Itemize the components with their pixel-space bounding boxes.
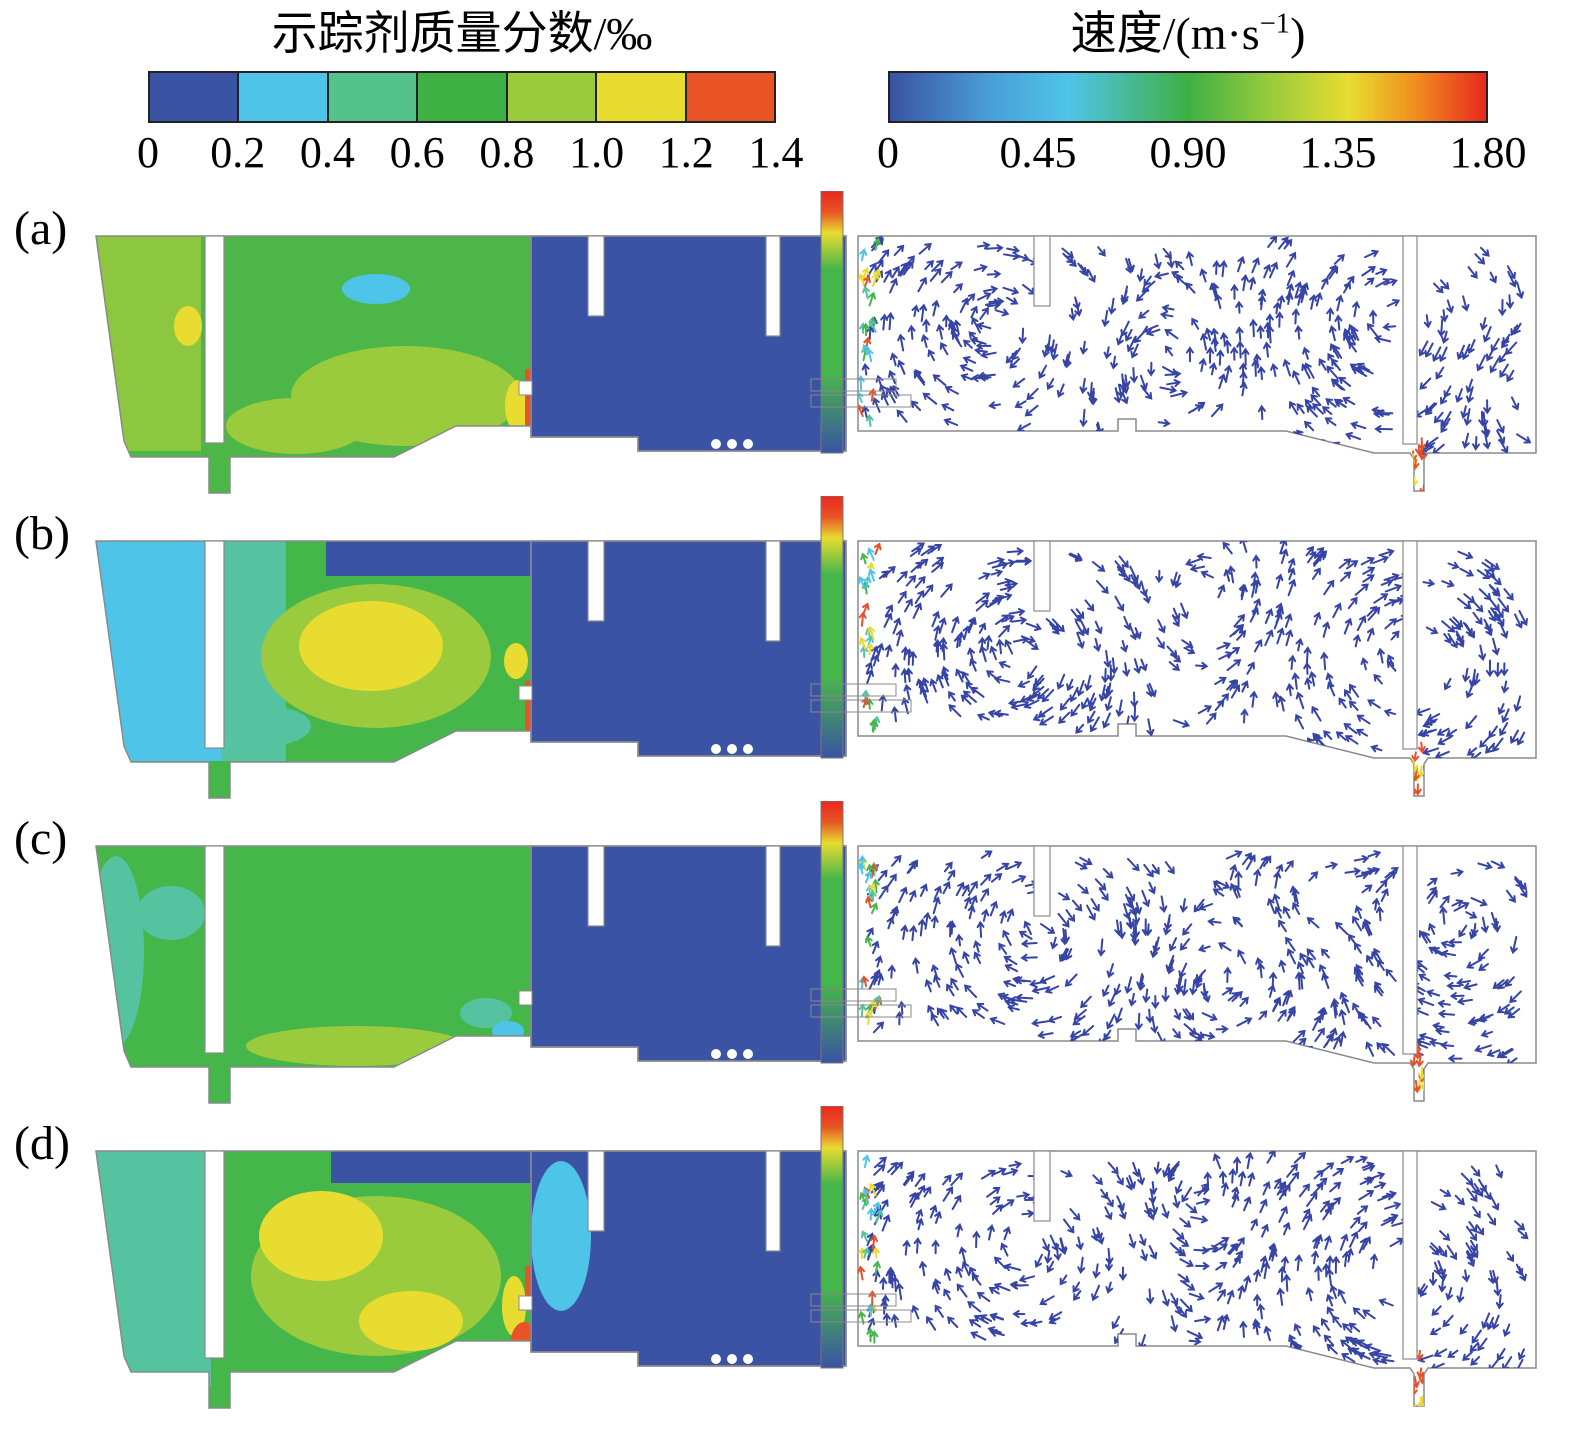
tick-label: 0.45 bbox=[999, 127, 1077, 177]
tracer-colorbar-segment bbox=[507, 72, 598, 121]
tracer-colorbar-segment bbox=[597, 72, 687, 121]
panel-c: (c) bbox=[0, 800, 1575, 1106]
tick-label: 1.4 bbox=[748, 127, 804, 177]
tracer-colorbar-segment bbox=[328, 72, 419, 121]
panel-label: (b) bbox=[14, 506, 70, 560]
velocity-title-suffix: ) bbox=[1290, 8, 1306, 59]
panel-c-plot bbox=[95, 800, 1537, 1104]
velocity-title-exponent: −1 bbox=[1259, 8, 1291, 40]
panel-a-plot bbox=[95, 190, 1537, 494]
tracer-colorbar-title: 示踪剂质量分数/‰ bbox=[271, 8, 653, 59]
tracer-colorbar-segment bbox=[150, 72, 240, 121]
velocity-colorbar-title: 速度/(m·s−1) bbox=[888, 8, 1488, 61]
tracer-colorbar-segment bbox=[418, 72, 508, 121]
velocity-title-prefix: 速度/(m·s bbox=[1070, 8, 1260, 59]
velocity-colorbar bbox=[888, 70, 1488, 123]
panel-d: (d) bbox=[0, 1105, 1575, 1411]
tick-label: 0.6 bbox=[389, 127, 445, 177]
tracer-colorbar-ticks: 0 0.2 0.4 0.6 0.8 1.0 1.2 1.4 bbox=[137, 127, 804, 183]
tracer-colorbar-segment bbox=[239, 72, 329, 121]
tracer-colorbar-segment bbox=[686, 72, 774, 121]
panel-stack: (a) (b) (c) (d) bbox=[0, 190, 1575, 1411]
legend-header: 示踪剂质量分数/‰ 0 0.2 0.4 0.6 0.8 1.0 1.2 1.4 … bbox=[0, 0, 1575, 185]
velocity-colorbar-ticks: 0 0.45 0.90 1.35 1.80 bbox=[877, 127, 1527, 183]
tick-label: 1.0 bbox=[569, 127, 625, 177]
panel-label: (c) bbox=[14, 811, 68, 865]
tick-label: 1.80 bbox=[1449, 127, 1527, 177]
tick-label: 0.4 bbox=[299, 127, 355, 177]
tick-label: 1.35 bbox=[1299, 127, 1377, 177]
tick-label: 0 bbox=[877, 127, 899, 177]
tracer-legend: 示踪剂质量分数/‰ 0 0.2 0.4 0.6 0.8 1.0 1.2 1.4 bbox=[137, 8, 804, 183]
tick-label: 0 bbox=[137, 127, 159, 177]
tick-label: 1.2 bbox=[658, 127, 714, 177]
tick-label: 0.90 bbox=[1149, 127, 1227, 177]
velocity-legend: 速度/(m·s−1) 0 0.45 0.90 1.35 1.80 bbox=[877, 8, 1527, 183]
panel-a: (a) bbox=[0, 190, 1575, 496]
panel-d-plot bbox=[95, 1105, 1537, 1409]
panel-label: (d) bbox=[14, 1116, 70, 1170]
tick-label: 0.8 bbox=[479, 127, 535, 177]
panel-b-plot bbox=[95, 495, 1537, 799]
panel-label: (a) bbox=[14, 201, 68, 255]
panel-b: (b) bbox=[0, 495, 1575, 801]
tracer-colorbar bbox=[148, 70, 776, 123]
tick-label: 0.2 bbox=[210, 127, 266, 177]
